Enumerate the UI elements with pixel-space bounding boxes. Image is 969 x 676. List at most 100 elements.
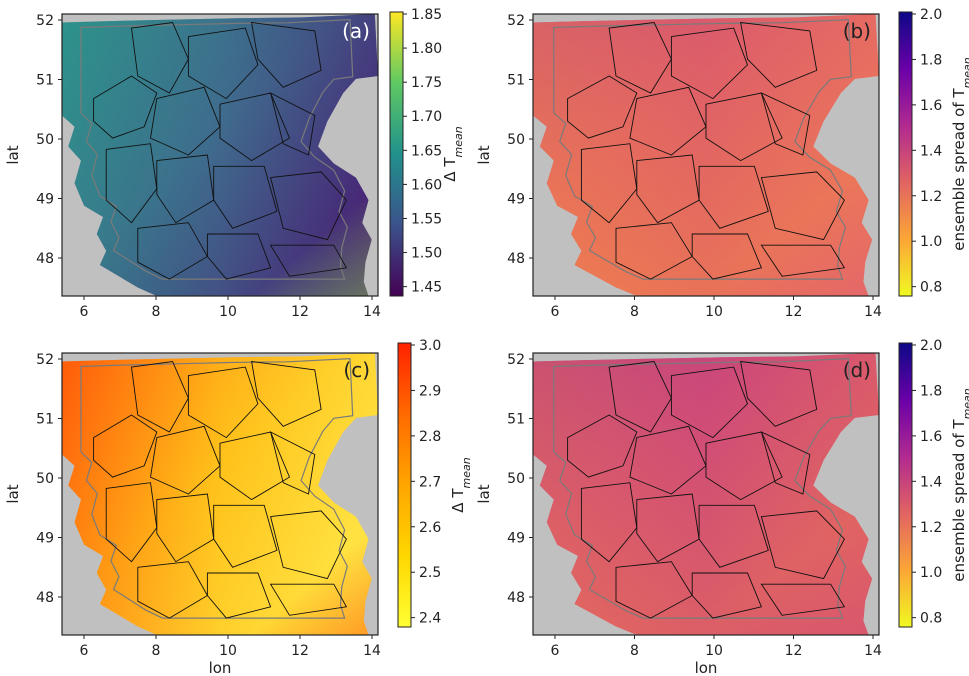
panel-b: (b) 6 8 10 12 14 52 51 50 49 48 lat 2.0 1.8 1.6 1.4 1.2 1… [475, 7, 969, 320]
basin-outline [156, 493, 215, 563]
colorbar [898, 342, 913, 628]
x-tick-label: 10 [705, 643, 723, 659]
y-tick-label: 50 [507, 471, 525, 487]
basin-outline [251, 360, 322, 427]
basin-outline [130, 361, 189, 433]
x-tick-label: 12 [785, 304, 803, 320]
y-tick-label: 49 [36, 531, 54, 547]
basin-outline [269, 92, 316, 156]
basin-outline [629, 86, 707, 156]
basin-outline [670, 366, 749, 439]
colorbar-tick-label: 2.6 [419, 520, 441, 536]
basin-outline [93, 414, 158, 478]
data-field-overlay [62, 353, 378, 635]
basin-outline [760, 431, 811, 495]
colorbar-tick-label: 1.6 [920, 429, 942, 445]
colorbar-tick-label: 3.0 [419, 338, 441, 354]
basin-outline [740, 21, 818, 88]
x-tick-label: 14 [864, 643, 882, 659]
x-tick-label: 14 [363, 304, 381, 320]
country-border [80, 18, 354, 280]
x-tick-label: 8 [152, 304, 161, 320]
y-tick-label: 50 [36, 471, 54, 487]
colorbar-label: ensemble spread of Tmean [950, 388, 969, 582]
colorbar-tick-label: 1.45 [411, 280, 442, 296]
basin-outline [705, 92, 783, 162]
axes-frame [532, 352, 880, 636]
x-tick-label: 6 [80, 304, 89, 320]
country-border [553, 18, 852, 280]
colorbar-tick-label: 0.8 [920, 611, 942, 627]
basin-outline [615, 561, 693, 619]
data-field-overlay [62, 14, 378, 296]
x-tick-label: 6 [551, 643, 560, 659]
colorbar-label: ensemble spread of Tmean [950, 57, 969, 251]
y-tick-label: 48 [36, 251, 54, 267]
colorbar-tick-label: 1.70 [411, 109, 442, 125]
axes-frame [532, 13, 880, 297]
basin-outline [187, 366, 259, 439]
basin-outline [269, 431, 316, 495]
x-tick-label: 10 [219, 643, 237, 659]
basin-outline [698, 165, 769, 229]
colorbar [898, 11, 913, 297]
colorbar-tick-label: 1.2 [920, 520, 942, 536]
basin-outline [105, 143, 158, 224]
y-axis-label: lat [475, 484, 493, 503]
basin-outline [137, 561, 209, 619]
colorbar-tick-label: 2.0 [920, 338, 942, 354]
panel-d: (d) 6 8 10 12 14 52 51 50 49 48 lat lon 2.0 1.8 1.6 1.4 1… [475, 338, 969, 676]
basin-outline [567, 414, 638, 478]
colorbar-tick-label: 1.50 [411, 246, 442, 262]
country-border [80, 357, 354, 619]
basin-outline [150, 425, 221, 495]
basin-outline [251, 21, 322, 88]
y-tick-label: 48 [36, 590, 54, 606]
x-tick-label: 12 [291, 304, 309, 320]
y-axis-label: lat [4, 484, 22, 503]
basin-outline [740, 360, 818, 427]
x-tick-label: 12 [291, 643, 309, 659]
panel-c: (c) 6 8 10 12 14 52 51 50 49 48 lat lon 3.0 2.9 2.8 2.7 2… [4, 338, 473, 676]
colorbar-tick-label: 1.65 [411, 143, 442, 159]
colorbar-tick-label: 2.5 [419, 565, 441, 581]
basin-outline [760, 92, 811, 156]
basin-outline [213, 165, 278, 229]
basin-outline [760, 583, 846, 616]
y-tick-label: 51 [507, 412, 525, 428]
basin-outline [760, 510, 845, 580]
colorbar-tick-label: 2.4 [419, 611, 441, 627]
colorbar-tick-label: 2.7 [419, 474, 441, 490]
country-border [553, 357, 852, 619]
basin-outline [269, 244, 348, 277]
basin-outline [213, 504, 278, 568]
y-tick-label: 52 [36, 352, 54, 368]
x-tick-label: 8 [630, 643, 639, 659]
basin-outline [130, 22, 189, 94]
basin-outline [105, 482, 158, 563]
basin-outline [269, 583, 348, 616]
colorbar-label: Δ Tmean [441, 126, 465, 181]
x-tick-label: 8 [152, 643, 161, 659]
colorbar-tick-label: 2.8 [419, 429, 441, 445]
x-tick-label: 12 [785, 643, 803, 659]
y-tick-label: 52 [36, 13, 54, 29]
basin-outline [691, 233, 763, 280]
basin-outline [567, 75, 638, 139]
basin-outline [580, 143, 638, 224]
colorbar [389, 11, 404, 297]
x-tick-label: 6 [551, 304, 560, 320]
x-tick-label: 10 [219, 304, 237, 320]
y-tick-label: 51 [36, 412, 54, 428]
y-tick-label: 49 [507, 531, 525, 547]
x-tick-label: 10 [705, 304, 723, 320]
y-tick-label: 49 [507, 192, 525, 208]
y-tick-label: 49 [36, 192, 54, 208]
basin-outline [93, 75, 158, 139]
basin-outline [670, 27, 749, 100]
x-tick-label: 6 [80, 643, 89, 659]
basin-outline [270, 171, 347, 241]
x-tick-label: 14 [363, 643, 381, 659]
colorbar-tick-label: 1.4 [920, 143, 942, 159]
